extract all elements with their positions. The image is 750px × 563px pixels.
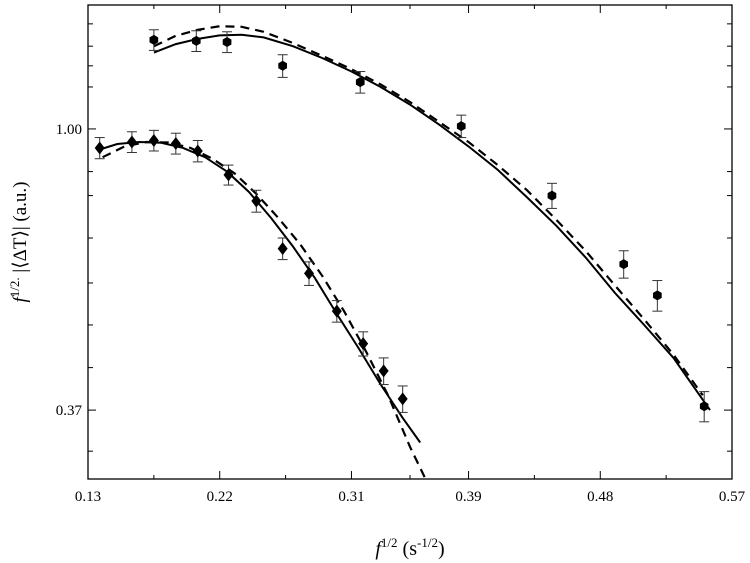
x-tick-label: 0.48 [587, 489, 613, 505]
data-point-hexagon [653, 290, 662, 301]
x-axis-label-unit-close: ) [438, 538, 445, 560]
data-point-diamond [304, 266, 315, 280]
data-point-diamond [223, 168, 234, 182]
fit-curve-2-dashed [153, 25, 704, 396]
data-point-diamond [148, 133, 159, 147]
x-axis-label-unit-open: (s [398, 538, 418, 560]
data-point-hexagon [355, 77, 365, 88]
data-point-hexagon [456, 121, 466, 132]
x-axis-label: f1/2 (s-1/2) [375, 535, 444, 560]
y-axis-label-exp: 1/2. [7, 277, 22, 297]
data-point-hexagon [699, 401, 709, 412]
data-point-diamond [331, 304, 342, 318]
y-tick-label: 1.00 [56, 122, 82, 138]
data-point-diamond [170, 136, 181, 150]
x-axis-label-unit-exp: -1/2 [417, 535, 438, 550]
plot-frame [87, 4, 733, 480]
data-point-diamond [251, 194, 262, 208]
fits-layer [99, 25, 711, 478]
data-point-diamond [94, 141, 105, 155]
x-tick-label: 0.39 [455, 489, 481, 505]
data-point-diamond [378, 364, 389, 378]
x-tick-label: 0.57 [719, 489, 746, 505]
y-axis-label: f1/2. |⟨ΔT⟩| (a.u.) [7, 181, 31, 302]
fit-curve-4-dashed [102, 140, 426, 478]
data-point-hexagon [222, 37, 232, 47]
data-point-diamond [192, 144, 203, 158]
data-point-hexagon [149, 34, 159, 45]
data-point-diamond [397, 392, 408, 406]
y-tick-label: 0.37 [56, 403, 83, 419]
data-point-diamond [277, 242, 288, 256]
points-layer [94, 29, 710, 423]
x-axis-label-symbol: f [375, 538, 383, 560]
x-tick-label: 0.31 [338, 489, 364, 505]
y-axis-label-symbol: f [10, 295, 31, 303]
ticks-layer [87, 5, 733, 479]
fit-curve-1-solid [153, 33, 711, 411]
data-point-diamond [358, 337, 369, 351]
data-point-hexagon [619, 259, 628, 270]
fit-curve-3-solid [99, 140, 422, 444]
x-tick-label: 0.22 [207, 489, 233, 505]
data-point-hexagon [192, 35, 201, 46]
tick-labels-layer: 0.13 0.22 0.31 0.39 0.48 0.57 1.00 0.37 [56, 122, 746, 505]
data-point-hexagon [547, 190, 557, 201]
data-point-diamond [126, 135, 137, 149]
y-axis-label-rest: |⟨ΔT⟩| (a.u.) [10, 181, 31, 277]
x-axis-label-exp: 1/2 [381, 535, 398, 550]
x-tick-label: 0.13 [75, 489, 101, 505]
data-point-hexagon [278, 60, 287, 71]
